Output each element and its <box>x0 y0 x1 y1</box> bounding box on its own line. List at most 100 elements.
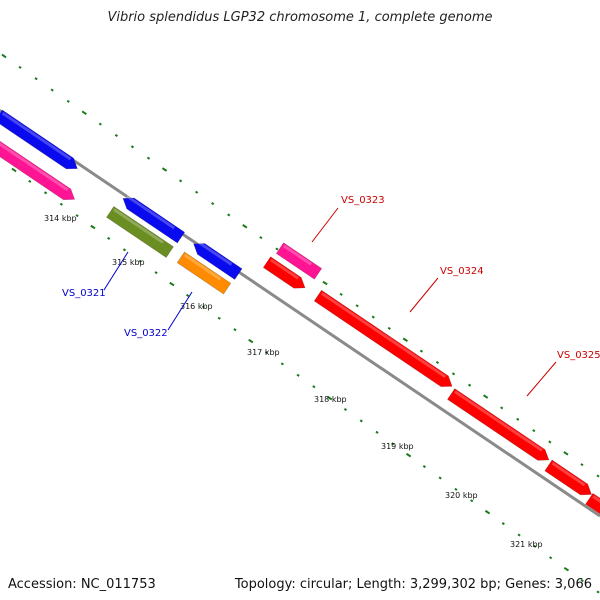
outer-minor-tick <box>195 190 199 194</box>
outer-minor-tick <box>580 463 584 467</box>
gene-blue-2 <box>122 194 186 244</box>
scale-label: 319 kbp <box>381 442 414 451</box>
outer-minor-tick <box>435 360 440 365</box>
inner-major-tick <box>327 395 333 401</box>
inner-major-tick <box>11 167 17 173</box>
inner-minor-tick <box>454 487 458 491</box>
outer-minor-tick <box>34 77 38 81</box>
outer-minor-tick <box>500 406 504 410</box>
inner-minor-tick <box>28 179 32 183</box>
outer-minor-tick <box>259 236 263 240</box>
inner-major-tick <box>563 566 570 572</box>
inner-minor-tick <box>107 236 111 240</box>
outer-minor-tick <box>548 440 552 444</box>
scale-label: 317 kbp <box>247 348 280 357</box>
inner-minor-tick <box>201 305 206 309</box>
gene-track <box>0 109 600 520</box>
inner-major-tick <box>90 224 96 230</box>
outer-minor-tick <box>355 304 359 308</box>
scale-label: 320 kbp <box>445 491 478 500</box>
gene-label-leader <box>167 291 193 331</box>
gene-label: VS_0321 <box>62 288 106 299</box>
outer-major-tick <box>402 337 408 343</box>
outer-minor-tick <box>114 133 118 137</box>
inner-minor-tick <box>470 499 474 503</box>
inner-minor-tick <box>59 202 63 206</box>
outer-minor-tick <box>516 417 520 421</box>
inner-major-tick <box>169 281 175 287</box>
inner-minor-tick <box>217 316 221 320</box>
accession-text: Accession: NC_011753 <box>8 577 156 592</box>
inner-minor-tick <box>264 350 269 355</box>
outer-minor-tick <box>18 65 22 69</box>
outer-minor-tick <box>339 292 343 296</box>
outer-minor-tick <box>98 122 102 126</box>
map-title: Vibrio splendidus LGP32 chromosome 1, co… <box>107 10 493 25</box>
gene-blue-1 <box>0 109 78 170</box>
outer-minor-tick <box>227 213 231 217</box>
outer-major-tick <box>322 280 328 286</box>
outer-minor-tick <box>596 474 600 478</box>
inner-tick-ring <box>11 167 600 594</box>
inner-minor-tick <box>375 430 379 434</box>
outer-minor-tick <box>66 99 70 103</box>
genome-summary-text: Topology: circular; Length: 3,299,302 bp… <box>234 577 592 592</box>
outer-minor-tick <box>130 145 135 149</box>
outer-minor-tick <box>451 372 456 376</box>
outer-minor-tick <box>387 326 391 330</box>
inner-minor-tick <box>422 465 426 469</box>
gene-vs0325 <box>447 388 550 461</box>
inner-minor-tick <box>154 271 158 275</box>
gene-label: VS_0323 <box>341 195 385 206</box>
gene-vs0323 <box>275 242 323 280</box>
scale-labels: 314 kbp 315 kbp 316 kbp 317 kbp 318 kbp 319 k… <box>44 214 543 549</box>
inner-major-tick <box>484 509 491 515</box>
outer-minor-tick <box>146 156 151 160</box>
outer-minor-tick <box>275 247 279 251</box>
inner-minor-tick <box>549 556 553 560</box>
inner-minor-tick <box>296 373 300 377</box>
gene-label-leader <box>526 361 557 397</box>
gene-vs0322 <box>176 251 232 295</box>
outer-minor-tick <box>419 349 424 353</box>
gene-label-leader <box>311 207 339 243</box>
inner-major-tick <box>405 452 412 458</box>
gene-label-leader <box>103 251 129 291</box>
scale-label: 315 kbp <box>112 258 145 267</box>
inner-minor-tick <box>138 259 142 263</box>
outer-major-tick <box>563 451 569 456</box>
scale-label: 314 kbp <box>44 214 77 223</box>
gene-blue-3 <box>193 240 243 280</box>
outer-major-tick <box>482 394 489 399</box>
inner-minor-tick <box>517 533 521 537</box>
inner-minor-tick <box>438 476 442 480</box>
gene-red-3 <box>585 492 600 520</box>
inner-minor-tick <box>186 293 190 297</box>
outer-major-tick <box>161 167 168 172</box>
outer-major-tick <box>1 53 7 59</box>
inner-minor-tick <box>596 590 600 594</box>
gene-labels: VS_0321 VS_0322 VS_0323 VS_0324 VS_0325 <box>62 195 600 397</box>
inner-major-tick <box>248 338 254 344</box>
gene-vs0321 <box>106 206 174 258</box>
outer-major-tick <box>242 224 248 229</box>
scale-label: 318 kbp <box>314 395 347 404</box>
gene-red-1 <box>262 256 306 289</box>
backbone-line <box>0 108 600 518</box>
outer-minor-tick <box>50 88 54 92</box>
gene-label-leader <box>409 277 439 313</box>
inner-minor-tick <box>312 385 316 389</box>
scale-label: 321 kbp <box>510 540 543 549</box>
outer-minor-tick <box>467 383 472 387</box>
inner-minor-tick <box>391 442 395 446</box>
inner-minor-tick <box>233 328 237 332</box>
outer-minor-tick <box>371 315 375 319</box>
outer-minor-tick <box>211 202 215 206</box>
inner-minor-tick <box>580 579 584 583</box>
inner-minor-tick <box>122 248 127 252</box>
scale-label: 316 kbp <box>180 302 213 311</box>
inner-minor-tick <box>501 522 505 526</box>
inner-minor-tick <box>43 191 48 195</box>
outer-minor-tick <box>532 429 536 433</box>
